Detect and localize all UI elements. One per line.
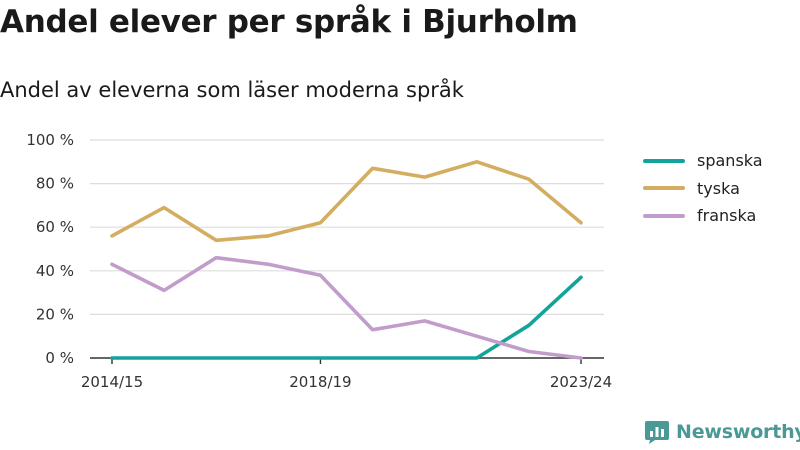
- brand-logo: Newsworthy: [644, 419, 800, 445]
- legend-label: tyska: [697, 178, 740, 198]
- legend-item-franska: franska: [643, 202, 763, 230]
- legend-swatch: [643, 213, 685, 218]
- legend: spanska tyska franska: [643, 147, 763, 230]
- y-tick-label: 80 %: [36, 175, 74, 193]
- y-tick-label: 0 %: [45, 349, 74, 367]
- legend-swatch: [643, 158, 685, 163]
- x-tick-label: 2014/15: [81, 373, 143, 391]
- x-axis: 2014/15 2018/19 2023/24: [81, 357, 612, 391]
- series-lines: [110, 160, 583, 360]
- bar-chart-logo-icon: [645, 421, 669, 444]
- legend-item-tyska: tyska: [643, 175, 763, 203]
- chart-subtitle: Andel av eleverna som läser moderna språ…: [0, 78, 464, 102]
- x-tick-label: 2018/19: [289, 373, 351, 391]
- series-line-tyska: [110, 160, 583, 243]
- gridlines: [90, 139, 604, 315]
- line-chart: 0 %20 %40 %60 %80 %100 % 2014/15 2018/19 2…: [26, 131, 612, 391]
- legend-swatch: [643, 186, 685, 191]
- y-tick-label: 60 %: [36, 218, 74, 236]
- y-tick-label: 40 %: [36, 262, 74, 280]
- series-line-franska: [110, 255, 583, 360]
- series-line-spanska: [110, 275, 583, 360]
- brand-name: Newsworthy: [676, 421, 800, 443]
- legend-label: spanska: [697, 151, 763, 171]
- legend-label: franska: [697, 206, 757, 226]
- x-tick-label: 2023/24: [550, 373, 612, 391]
- y-axis: 0 % 20 % 40 % 60 % 80 % 100 %: [26, 131, 74, 367]
- legend-item-spanska: spanska: [643, 147, 763, 175]
- y-tick-label: 100 %: [26, 131, 74, 149]
- y-tick-label: 20 %: [36, 305, 74, 323]
- chart-title: Andel elever per språk i Bjurholm: [0, 4, 578, 40]
